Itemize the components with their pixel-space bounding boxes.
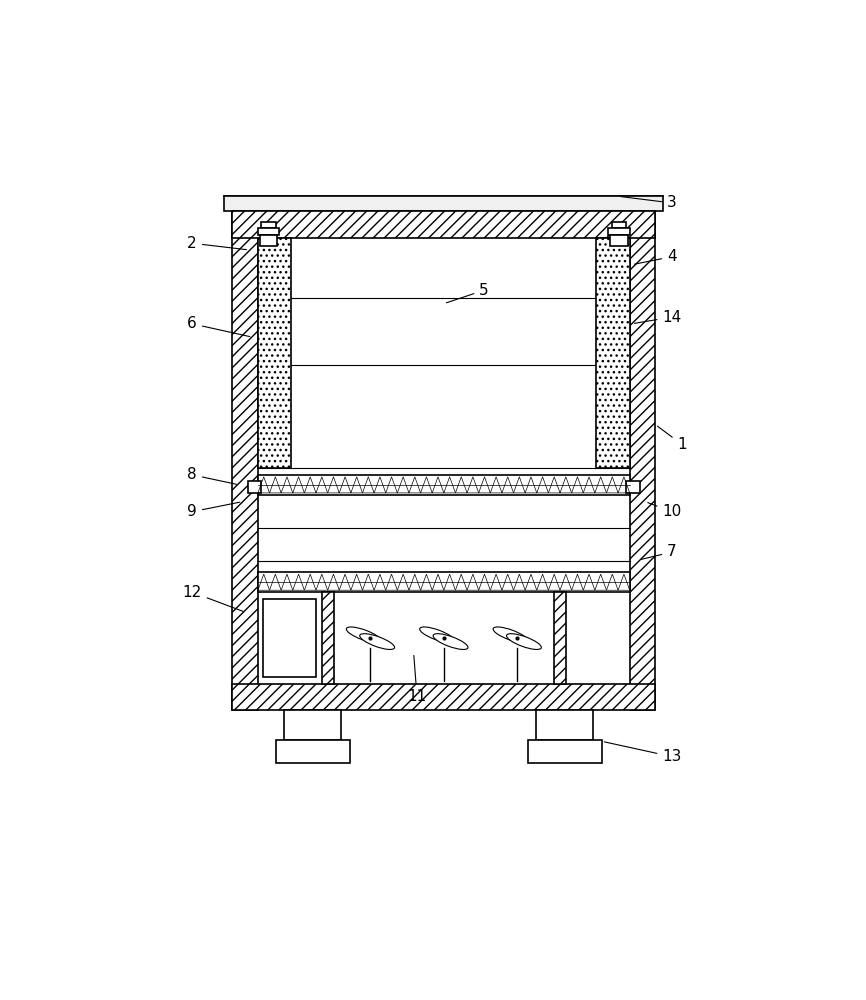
Text: 9: 9	[187, 502, 240, 519]
Text: 10: 10	[648, 503, 682, 519]
Bar	[608, 228, 630, 235]
Bar	[263, 599, 316, 677]
Text: 14: 14	[635, 310, 682, 325]
Bar	[276, 740, 350, 763]
Bar	[262, 222, 276, 228]
Bar	[527, 740, 602, 763]
Bar	[258, 572, 630, 592]
Bar	[630, 211, 656, 710]
Bar	[611, 235, 628, 246]
Bar	[611, 222, 626, 228]
Ellipse shape	[346, 627, 381, 643]
Bar	[248, 481, 262, 493]
Bar	[626, 481, 640, 493]
Text: 5: 5	[447, 283, 489, 303]
Bar	[232, 211, 656, 238]
Bar	[258, 475, 630, 495]
Bar	[260, 235, 277, 246]
Text: 2: 2	[187, 236, 247, 251]
Ellipse shape	[493, 627, 528, 643]
Ellipse shape	[359, 634, 395, 649]
Bar	[224, 196, 663, 211]
Bar	[232, 211, 258, 710]
Ellipse shape	[420, 627, 455, 643]
Bar	[258, 238, 292, 468]
Text: 1: 1	[657, 426, 687, 452]
Bar	[536, 710, 593, 740]
Text: 3: 3	[621, 195, 677, 210]
Bar	[258, 228, 280, 235]
Text: 11: 11	[407, 655, 427, 704]
Ellipse shape	[433, 634, 468, 649]
Bar	[321, 592, 333, 684]
Text: 13: 13	[604, 742, 682, 764]
Bar	[232, 684, 656, 710]
Ellipse shape	[507, 634, 541, 649]
Text: 12: 12	[183, 585, 243, 611]
Bar	[596, 238, 630, 468]
Text: 4: 4	[635, 249, 677, 264]
Bar	[554, 592, 566, 684]
Bar	[284, 710, 341, 740]
Text: 6: 6	[187, 316, 249, 337]
Text: 8: 8	[187, 467, 236, 484]
Text: 7: 7	[641, 544, 677, 559]
